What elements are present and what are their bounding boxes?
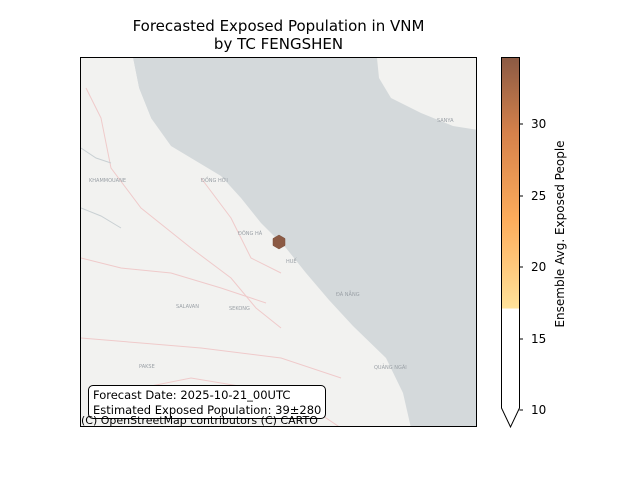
place-label: HUẾ xyxy=(286,257,297,265)
title-line-1: Forecasted Exposed Population in VNM xyxy=(132,17,425,35)
colorbar-gradient xyxy=(501,57,520,309)
place-labels: KHAMMOUANE SALAVAN SEKONG HUẾ ĐÀ NẴNG QU… xyxy=(89,118,454,371)
colorbar-outline xyxy=(501,57,520,429)
basemap: KHAMMOUANE SALAVAN SEKONG HUẾ ĐÀ NẴNG QU… xyxy=(81,58,476,426)
colorbar-tick-label: 10 xyxy=(531,403,547,417)
place-label: ĐỒNG HỚI xyxy=(201,175,228,184)
colorbar-tick-label: 30 xyxy=(531,117,547,131)
place-label: KHAMMOUANE xyxy=(89,178,126,184)
place-label: PAKSE xyxy=(139,364,155,370)
exposed-population-estimate: Estimated Exposed Population: 39±280 xyxy=(93,402,322,417)
chart-title: Forecasted Exposed Population in VNM by … xyxy=(80,17,477,53)
place-label: SALAVAN xyxy=(176,304,199,310)
colorbar-label-text: Ensemble Avg. Exposed People xyxy=(553,140,567,328)
colorbar-tick-label: 20 xyxy=(531,260,547,274)
map-attribution: (C) OpenStreetMap contributors (C) CARTO xyxy=(81,414,318,427)
forecast-date: Forecast Date: 2025-10-21_00UTC xyxy=(93,388,291,402)
place-label: SANYA xyxy=(437,118,454,124)
colorbar-tick-label: 25 xyxy=(531,189,547,203)
hainan-island xyxy=(377,58,476,130)
rivers xyxy=(81,147,122,229)
colorbar-empty-section xyxy=(501,308,520,408)
colorbar xyxy=(501,57,523,429)
place-label: ĐÔNG HÀ xyxy=(238,230,263,237)
forecast-info-box: Forecast Date: 2025-10-21_00UTC Estimate… xyxy=(88,385,327,419)
place-label: SEKONG xyxy=(229,306,250,312)
place-label: QUẢNG NGÃI xyxy=(374,363,407,371)
colorbar-tick-label: 15 xyxy=(531,332,547,346)
title-line-2: by TC FENGSHEN xyxy=(213,35,344,53)
map-area[interactable]: KHAMMOUANE SALAVAN SEKONG HUẾ ĐÀ NẴNG QU… xyxy=(80,57,477,427)
place-label: ĐÀ NẴNG xyxy=(336,290,360,298)
exposure-hexbin[interactable] xyxy=(272,234,286,250)
gulf-coast-upper xyxy=(81,58,151,128)
colorbar-ticks xyxy=(519,123,523,411)
sea-area xyxy=(133,58,476,426)
